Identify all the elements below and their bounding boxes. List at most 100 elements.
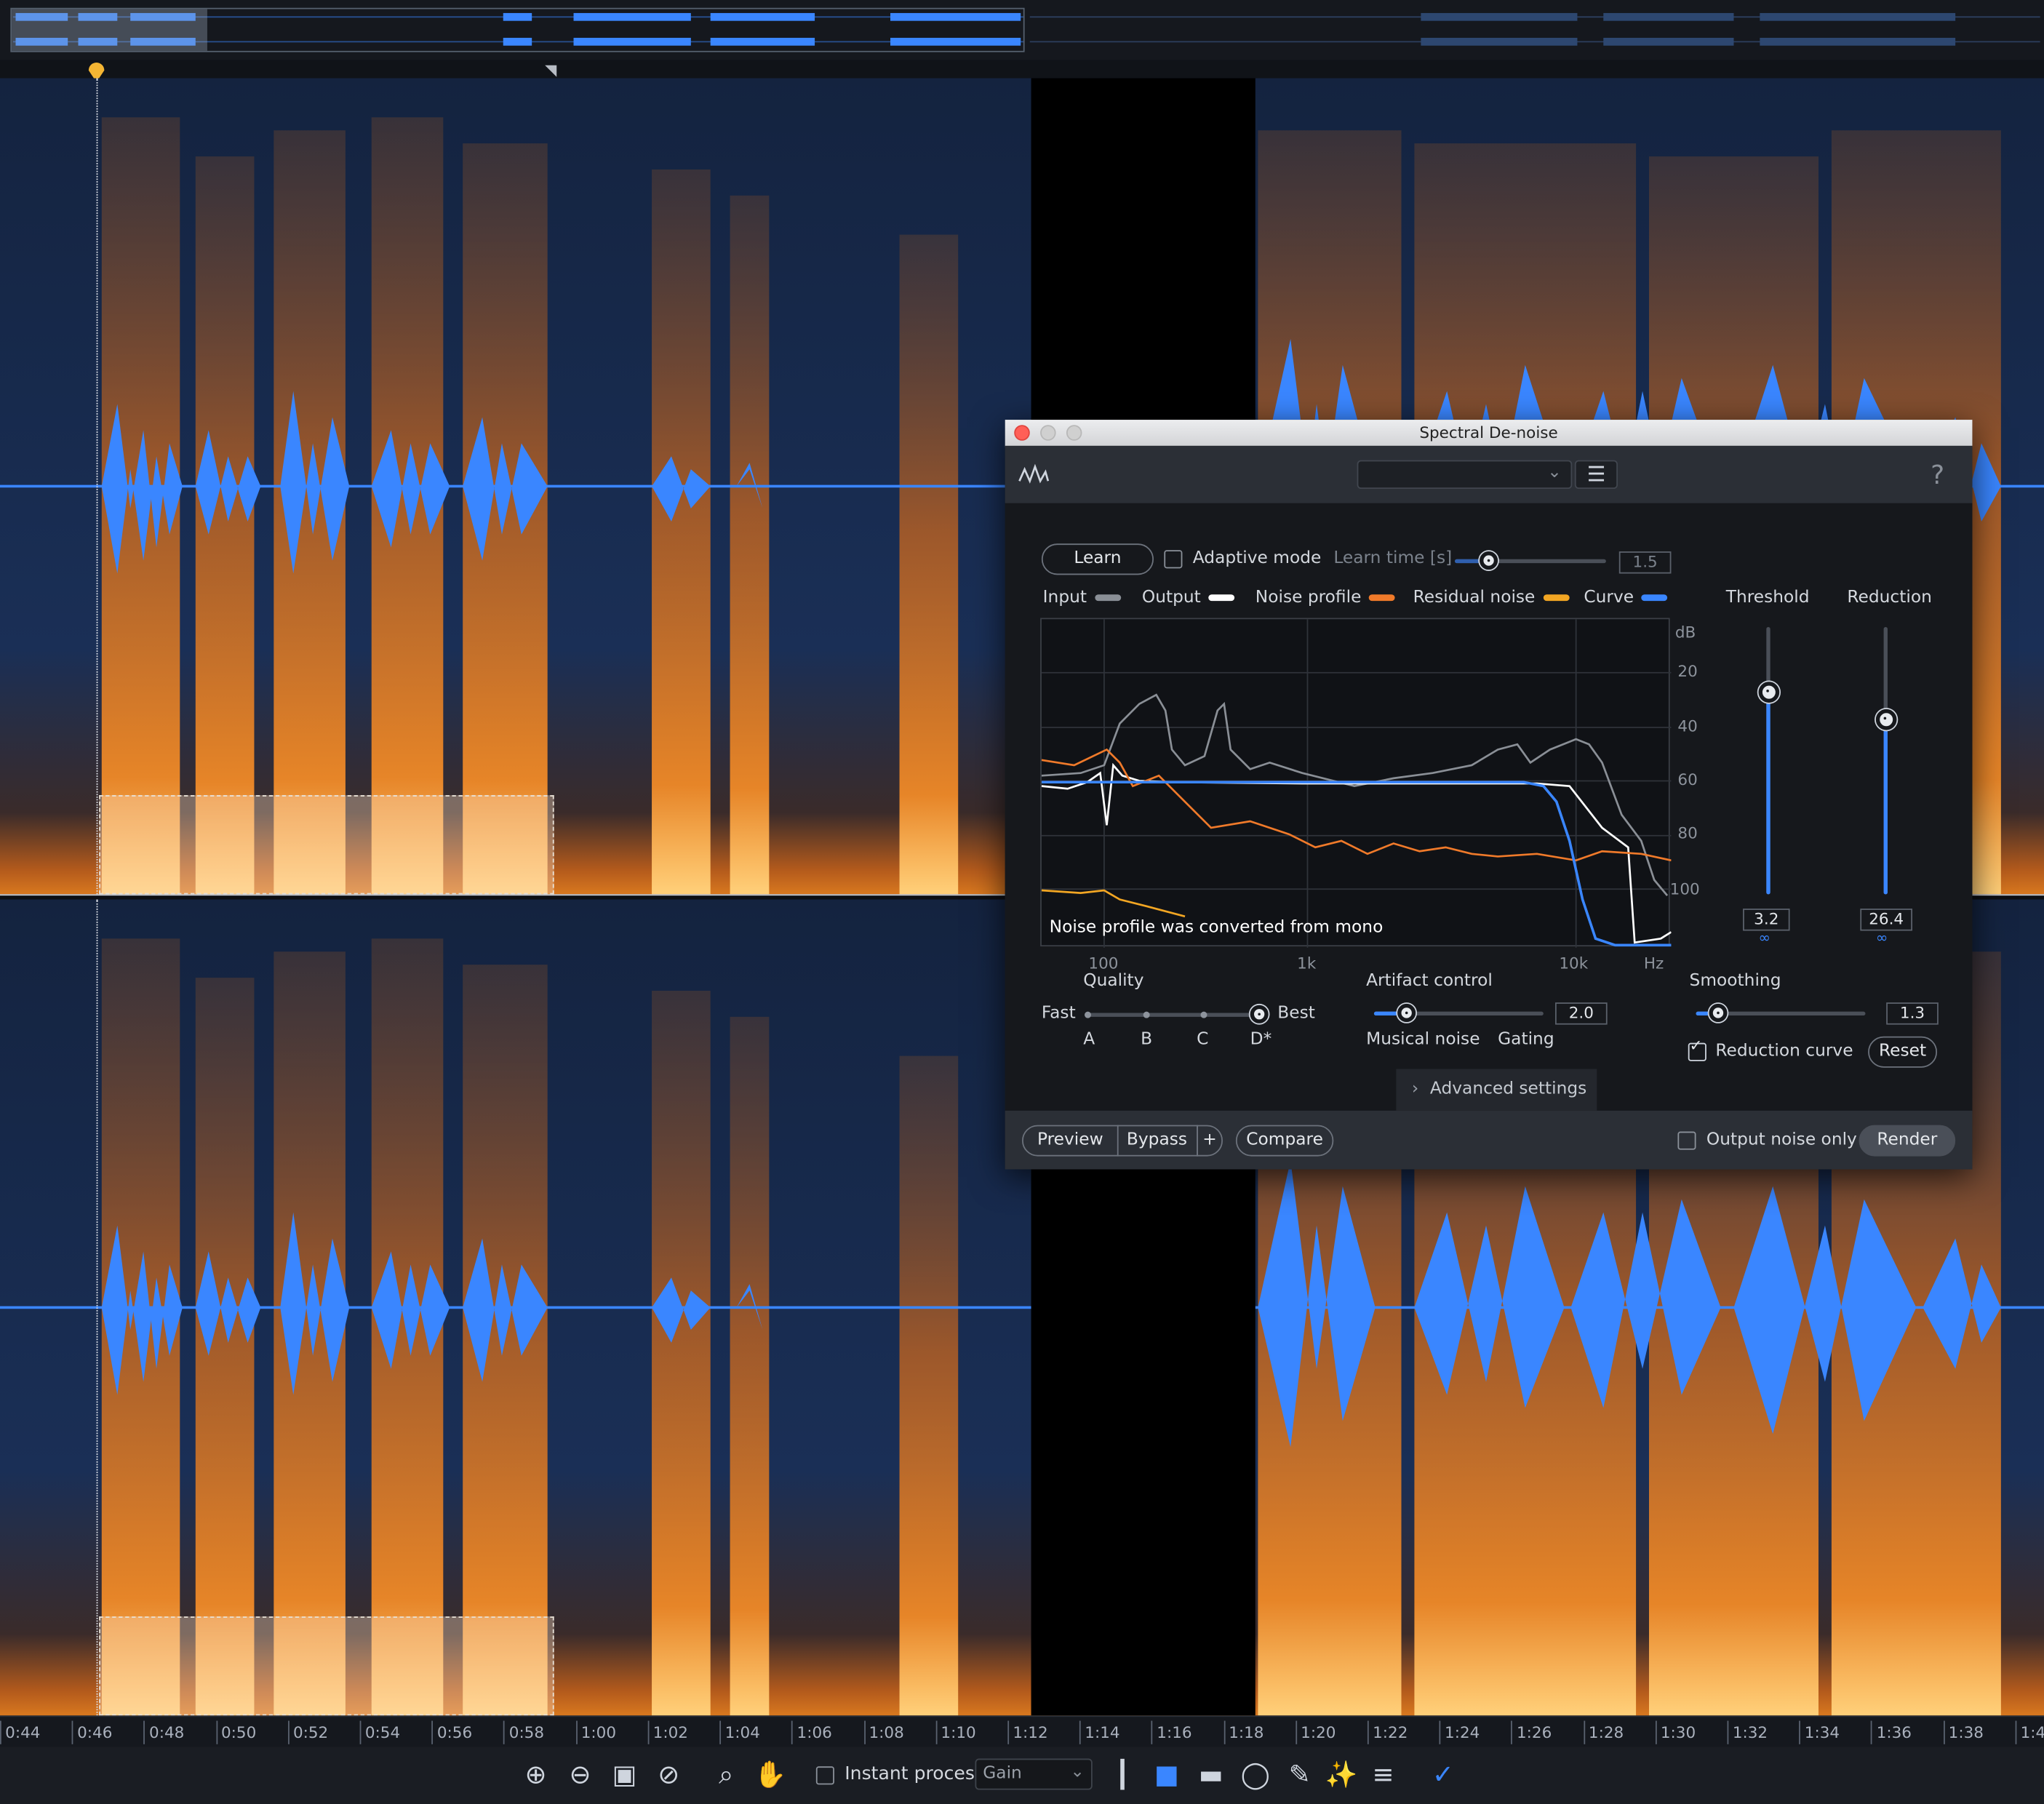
close-window-icon[interactable]: [1014, 425, 1030, 441]
adaptive-mode-checkbox[interactable]: [1164, 550, 1183, 569]
quality-option-d[interactable]: D*: [1250, 1029, 1272, 1050]
time-frequency-selection[interactable]: [99, 1616, 554, 1716]
zoom-out-icon[interactable]: ⊖: [569, 1758, 591, 1790]
instant-process-mode-select[interactable]: Gain ⌄: [975, 1758, 1093, 1790]
quality-option-a[interactable]: A: [1083, 1029, 1095, 1050]
timeline-tick: 0:52: [287, 1720, 328, 1744]
link-icon[interactable]: ∞: [1875, 929, 1888, 947]
harmonic-selection-icon[interactable]: ≡: [1372, 1758, 1394, 1790]
plugin-footer: Preview Bypass + Compare Output noise on…: [1005, 1110, 1973, 1170]
artifact-control-label: Artifact control: [1366, 971, 1493, 991]
reset-button[interactable]: Reset: [1868, 1036, 1938, 1068]
minimize-window-icon[interactable]: [1040, 425, 1056, 441]
reduction-slider-knob[interactable]: [1875, 709, 1897, 730]
threshold-slider-fill: [1766, 692, 1770, 895]
legend-curve: Curve: [1584, 588, 1668, 607]
timeline-tick: 1:22: [1367, 1720, 1408, 1744]
reduction-label: Reduction: [1847, 588, 1932, 608]
artifact-control-slider-fill: [1373, 1011, 1405, 1016]
zoom-tool-icon[interactable]: ⌕: [719, 1758, 734, 1790]
legend-residual-noise: Residual noise: [1413, 588, 1569, 607]
quality-option-b[interactable]: B: [1141, 1029, 1153, 1050]
selection-end-marker-icon[interactable]: [545, 65, 558, 79]
timeline-tick: 1:08: [863, 1720, 904, 1744]
time-frequency-selection[interactable]: [99, 795, 554, 895]
timeline-tick: 0:44: [0, 1720, 40, 1744]
y-tick-label: 80: [1677, 823, 1698, 842]
bypass-add-button[interactable]: +: [1197, 1125, 1223, 1157]
zoom-window-icon[interactable]: [1066, 425, 1082, 441]
threshold-value[interactable]: 3.2: [1743, 909, 1790, 931]
time-selection-tool-icon[interactable]: ┃: [1114, 1758, 1130, 1790]
compare-button[interactable]: Compare: [1235, 1125, 1334, 1157]
y-tick-label: 40: [1677, 717, 1698, 735]
timeline-tick: 1:32: [1727, 1720, 1768, 1744]
timeline-tick: 1:04: [719, 1720, 760, 1744]
preview-button[interactable]: Preview: [1022, 1125, 1119, 1157]
legend-noise-profile-swatch: [1369, 594, 1396, 602]
artifact-control-slider-knob[interactable]: [1397, 1003, 1416, 1023]
reduction-value[interactable]: 26.4: [1860, 909, 1913, 931]
spectral-tool-icon[interactable]: ✓: [1432, 1758, 1454, 1790]
smoothing-label: Smoothing: [1689, 971, 1781, 991]
y-tick-label: 100: [1669, 879, 1700, 898]
zoom-in-icon[interactable]: ⊕: [524, 1758, 547, 1790]
smoothing-value[interactable]: 1.3: [1886, 1002, 1939, 1025]
preset-select[interactable]: ⌄: [1357, 460, 1573, 490]
y-tick-label: 60: [1677, 770, 1698, 789]
quality-step-a[interactable]: [1085, 1011, 1091, 1018]
preset-menu-icon[interactable]: ☰: [1574, 460, 1618, 490]
timeline-ruler[interactable]: 0:44 0:46 0:48 0:50 0:52 0:54 0:56 0:58 1:00 1:02…: [0, 1715, 2044, 1749]
learn-button[interactable]: Learn: [1041, 543, 1154, 575]
window-titlebar[interactable]: Spectral De-noise: [1005, 420, 1973, 447]
timeline-tick: 0:50: [215, 1720, 256, 1744]
learn-time-slider-knob[interactable]: [1480, 551, 1498, 570]
advanced-settings-toggle[interactable]: › Advanced settings: [1396, 1069, 1597, 1111]
quality-step-c[interactable]: [1200, 1011, 1207, 1018]
time-frequency-selection-tool-icon[interactable]: ■: [1154, 1758, 1179, 1790]
overview-view-frame[interactable]: [10, 7, 1025, 52]
x-tick-label: 1k: [1297, 954, 1317, 973]
artifact-control-value[interactable]: 2.0: [1554, 1002, 1608, 1025]
learn-time-slider-track[interactable]: [1454, 559, 1606, 564]
instant-process-checkbox[interactable]: [815, 1766, 834, 1785]
smoothing-slider-knob[interactable]: [1709, 1003, 1728, 1023]
frequency-selection-tool-icon[interactable]: ▬: [1198, 1758, 1223, 1790]
render-button[interactable]: Render: [1859, 1125, 1956, 1157]
musical-noise-label: Musical noise: [1366, 1029, 1480, 1050]
plugin-header: ⌄ ☰ ?: [1005, 445, 1973, 503]
hand-tool-icon[interactable]: ✋: [754, 1758, 787, 1790]
quality-best-label: Best: [1277, 1003, 1315, 1023]
help-icon[interactable]: ?: [1931, 458, 1945, 490]
quality-step-b[interactable]: [1143, 1011, 1150, 1018]
lasso-tool-icon[interactable]: ◯: [1240, 1758, 1270, 1790]
quality-option-c[interactable]: C: [1197, 1029, 1209, 1050]
legend-noise-profile: Noise profile: [1255, 588, 1396, 607]
learn-time-value[interactable]: 1.5: [1618, 551, 1672, 574]
spectrum-graph[interactable]: Noise profile was converted from mono: [1040, 618, 1672, 948]
bypass-button[interactable]: Bypass: [1117, 1125, 1198, 1157]
playhead-line: [96, 78, 98, 895]
brush-tool-icon[interactable]: ✎: [1288, 1758, 1311, 1790]
timeline-tick: 1:10: [935, 1720, 976, 1744]
quality-slider-knob[interactable]: [1250, 1005, 1269, 1023]
zoom-fit-icon[interactable]: ⊘: [658, 1758, 680, 1790]
timeline-tick: 1:14: [1079, 1720, 1120, 1744]
timeline-tick: 1:12: [1007, 1720, 1048, 1744]
timeline-tick: 1:06: [791, 1720, 832, 1744]
zoom-selection-icon[interactable]: ▣: [612, 1758, 637, 1790]
output-noise-only-checkbox[interactable]: [1677, 1131, 1696, 1150]
threshold-slider-knob[interactable]: [1758, 682, 1780, 703]
threshold-label: Threshold: [1725, 588, 1810, 608]
playhead-marker-icon[interactable]: [86, 60, 107, 83]
reduction-curve-checkbox[interactable]: [1688, 1042, 1706, 1061]
waveform-overview[interactable]: [0, 0, 2044, 60]
bottom-toolbar: ⊕ ⊖ ▣ ⊘ ⌕ ✋ Instant process Gain ⌄ ┃ ■ ▬…: [0, 1747, 2044, 1804]
quality-slider-track[interactable]: [1087, 1013, 1262, 1017]
magic-wand-icon[interactable]: ✨: [1325, 1758, 1358, 1790]
overview-selection[interactable]: [12, 9, 207, 51]
legend-input-label: Input: [1042, 588, 1087, 608]
link-icon[interactable]: ∞: [1758, 929, 1770, 947]
artifact-control-slider-track[interactable]: [1373, 1011, 1544, 1016]
smoothing-slider-track[interactable]: [1696, 1011, 1866, 1016]
